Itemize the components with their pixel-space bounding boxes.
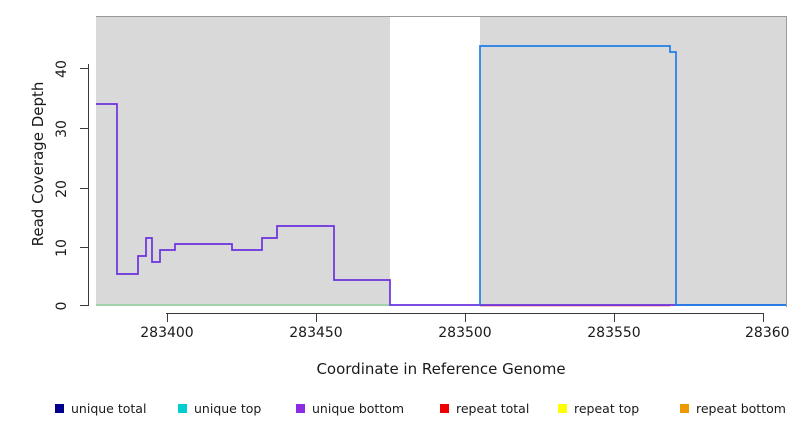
shade-right-region <box>480 17 786 306</box>
y-axis-line <box>88 64 89 306</box>
legend-label-unique-bottom: unique bottom <box>312 400 405 416</box>
panel-border-top <box>96 16 786 17</box>
legend-swatch-icon-unique-bottom <box>296 403 305 413</box>
y-tick-label-30: 30 <box>54 120 70 138</box>
y-tick-30 <box>80 128 89 129</box>
legend-item-unique-bottom[interactable]: unique bottom <box>296 398 404 418</box>
x-axis-title: Coordinate in Reference Genome <box>316 360 566 378</box>
legend-item-unique-top[interactable]: unique top <box>178 398 261 418</box>
x-tick-283550 <box>614 313 615 322</box>
legend-label-unique-top: unique top <box>194 400 262 416</box>
y-axis-title: Read Coverage Depth <box>29 81 47 247</box>
y-tick-label-40: 40 <box>54 60 70 78</box>
x-tick-283600 <box>763 313 764 322</box>
x-tick-label-283400: 283400 <box>140 325 194 341</box>
legend-item-unique-total[interactable]: unique total <box>55 398 146 418</box>
y-tick-0 <box>80 305 89 306</box>
legend-label-unique-total: unique total <box>71 400 147 416</box>
legend-swatch-icon-unique-total <box>55 403 64 413</box>
legend-item-repeat-top[interactable]: repeat top <box>558 398 639 418</box>
x-tick-283450 <box>316 313 317 322</box>
trace-unique-total <box>479 45 786 306</box>
legend-swatch-icon-repeat-total <box>440 403 449 413</box>
legend-swatch-icon-repeat-top <box>558 403 567 413</box>
legend-swatch-icon-repeat-bottom <box>680 403 689 413</box>
y-tick-label-0: 0 <box>54 301 70 311</box>
legend-item-repeat-total[interactable]: repeat total <box>440 398 529 418</box>
plot-panel <box>96 17 786 306</box>
x-tick-283400 <box>167 313 168 322</box>
x-tick-label-283600: 28360 <box>745 325 790 341</box>
x-tick-label-283550: 283550 <box>587 325 641 341</box>
y-tick-label-20: 20 <box>54 180 70 198</box>
legend: unique total unique top unique bottom re… <box>0 398 792 420</box>
legend-label-repeat-bottom: repeat bottom <box>696 400 786 416</box>
trace-unique-bottom <box>96 103 786 306</box>
legend-label-repeat-total: repeat total <box>456 400 530 416</box>
legend-item-repeat-bottom[interactable]: repeat bottom <box>680 398 786 418</box>
y-tick-20 <box>80 188 89 189</box>
legend-label-repeat-top: repeat top <box>574 400 640 416</box>
legend-swatch-icon-unique-top <box>178 403 187 413</box>
panel-border-right <box>786 16 787 307</box>
x-tick-label-283500: 283500 <box>438 325 492 341</box>
x-tick-283500 <box>465 313 466 322</box>
y-tick-label-10: 10 <box>54 239 70 257</box>
shade-left-region <box>96 17 390 306</box>
x-tick-label-283450: 283450 <box>289 325 343 341</box>
y-tick-10 <box>80 247 89 248</box>
data-traces <box>96 45 786 307</box>
y-tick-40 <box>80 68 89 69</box>
